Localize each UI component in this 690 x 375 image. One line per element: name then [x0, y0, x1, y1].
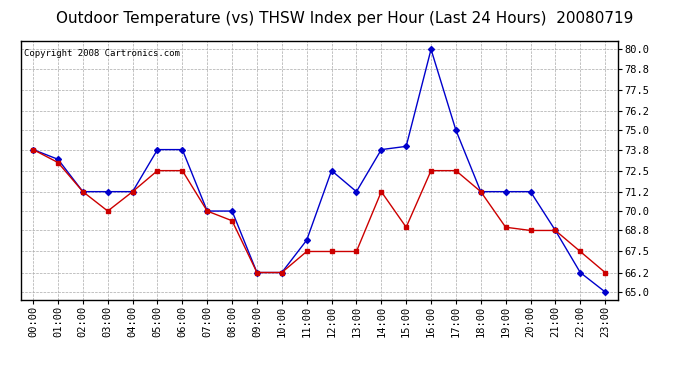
Text: Outdoor Temperature (vs) THSW Index per Hour (Last 24 Hours)  20080719: Outdoor Temperature (vs) THSW Index per … [57, 11, 633, 26]
Text: Copyright 2008 Cartronics.com: Copyright 2008 Cartronics.com [23, 49, 179, 58]
